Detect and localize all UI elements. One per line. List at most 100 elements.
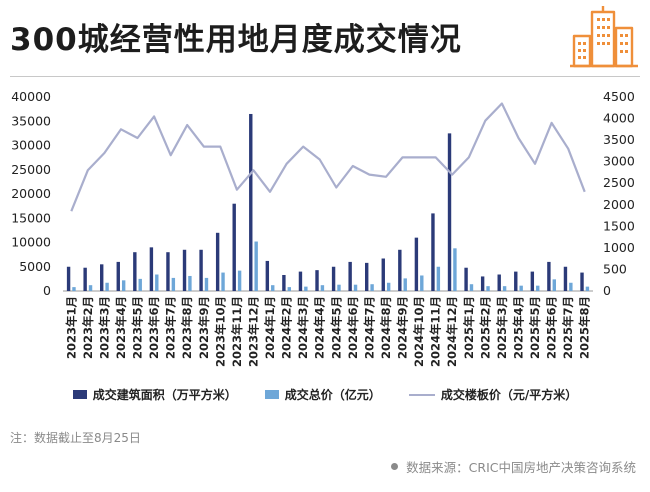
x-tick-label: 2023年12月 [246,296,260,367]
bar-area [149,247,154,291]
bar-area [547,261,551,291]
bar-area [282,274,286,291]
bar-area [514,271,518,291]
x-tick-label: 2023年9月 [197,296,211,359]
x-tick-label: 2024年3月 [296,296,310,359]
x-tick-label: 2025年6月 [545,296,559,359]
y-left-tick-label: 25000 [11,162,51,177]
bar-amount [320,285,325,291]
x-tick-label: 2023年7月 [164,296,178,359]
bar-area [232,203,236,291]
bar-amount [188,275,192,291]
bar-amount [237,270,242,291]
y-right-tick-label: 4000 [603,111,635,126]
bar-area [83,267,87,291]
bar-area [381,258,385,291]
y-right-tick-label: 3500 [603,132,635,147]
data-source-text: 数据来源：CRIC中国房地产决策咨询系统 [406,460,636,475]
x-tick-label: 2024年11月 [429,296,443,367]
x-tick-label: 2025年2月 [478,296,492,359]
bar-amount [287,287,291,291]
bar-amount [221,272,225,291]
bar-area [331,266,336,291]
x-tick-label: 2024年7月 [362,296,376,359]
y-right-tick-label: 2500 [603,175,635,190]
y-right-tick-label: 3000 [603,154,635,169]
bar-area [133,252,137,291]
bar-area [66,266,71,291]
bar-amount [536,285,540,291]
bar-amount [585,286,590,291]
data-source: 数据来源：CRIC中国房地产决策咨询系统 [391,457,636,476]
legend-swatch-price [408,393,435,396]
y-left-tick-label: 15000 [11,210,51,225]
bar-area [199,249,203,291]
bar-amount [453,248,457,291]
page-title: 300城经营性用地月度成交情况 [10,22,462,58]
x-tick-label: 2023年2月 [81,296,95,359]
bar-amount [271,285,275,291]
y-left-tick-label: 10000 [11,235,51,250]
footnote: 注：数据截止至8月25日 [10,431,141,445]
y-left-tick-label: 5000 [19,259,51,274]
bar-amount [337,284,341,291]
bar-area [348,261,352,291]
bar-amount [502,286,507,291]
x-tick-label: 2023年5月 [131,296,145,359]
bar-area [315,270,319,291]
bar-amount [204,277,209,291]
bar-amount [552,279,556,291]
bar-area [265,260,270,291]
y-left-tick-label: 30000 [11,138,51,153]
bar-area [497,274,501,291]
legend-swatch-amount [264,390,279,399]
x-tick-label: 2024年1月 [263,296,277,359]
x-tick-label: 2025年8月 [578,296,592,359]
y-right-tick-label: 1500 [603,218,635,233]
x-tick-label: 2024年6月 [346,296,360,359]
bar-area [116,261,120,291]
bar-area [464,267,468,291]
bar-area [182,249,187,291]
x-tick-label: 2023年1月 [64,296,78,359]
x-tick-label: 2025年4月 [511,296,525,359]
x-tick-label: 2025年7月 [561,296,575,359]
bar-area [480,276,485,291]
y-right-tick-label: 500 [603,261,627,276]
x-tick-label: 2023年11月 [230,296,244,367]
x-tick-label: 2024年5月 [329,296,343,359]
x-tick-label: 2023年8月 [180,296,194,359]
bar-amount [569,282,573,291]
bar-amount [304,286,308,291]
bar-amount [519,285,523,291]
legend-item-area: 成交建筑面积（万平方米） [72,386,237,403]
bullet-dot-icon [391,463,399,470]
bar-amount [403,278,407,291]
bar-amount [486,286,490,291]
bar-amount [105,282,109,291]
bar-amount [386,282,391,291]
x-tick-label: 2024年2月 [280,296,294,359]
y-right-tick-label: 2000 [603,197,635,212]
x-tick-label: 2025年1月 [462,296,476,359]
bar-area [100,264,104,291]
bar-amount [420,275,424,291]
bar-amount [88,285,93,291]
bar-area [215,232,220,291]
y-right-tick-label: 4500 [603,89,635,104]
x-tick-label: 2023年4月 [114,296,128,359]
bar-area [365,262,369,291]
x-tick-label: 2024年10月 [412,296,426,367]
bar-amount [72,287,76,291]
x-tick-label: 2023年6月 [147,296,161,359]
bar-area [530,271,535,291]
bar-amount [469,284,474,291]
bar-amount [436,266,441,291]
chart-legend: 成交建筑面积（万平方米） 成交总价（亿元） 成交楼板价（元/平方米） [0,386,650,403]
land-transaction-chart: 0500010000150002000025000300003500040000… [11,89,635,367]
y-right-tick-label: 1000 [603,240,635,255]
bar-amount [155,274,159,291]
bar-amount [171,277,176,291]
x-tick-label: 2024年12月 [445,296,459,367]
legend-label-amount: 成交总价（亿元） [284,388,381,402]
